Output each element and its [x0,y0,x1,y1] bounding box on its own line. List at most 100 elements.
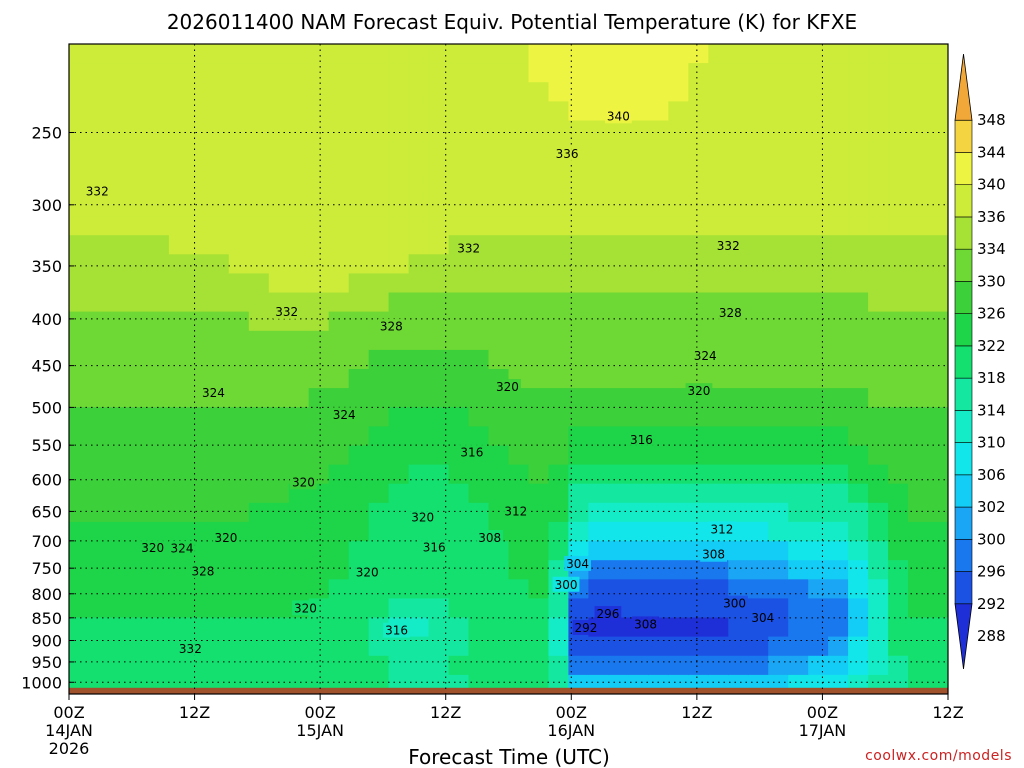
heatmap-cell [748,579,769,599]
heatmap-cell [908,560,929,580]
heatmap-cell [288,560,310,580]
heatmap-cell [69,407,90,427]
heatmap-cell [568,101,589,122]
heatmap-cell [728,120,749,141]
heatmap-cell [89,139,110,160]
heatmap-cell [928,216,948,236]
heatmap-cell [888,44,909,64]
heatmap-cell [708,158,729,179]
heatmap-cell [128,502,150,523]
heatmap-cell [248,502,270,523]
contour-label-bg [691,347,719,363]
heatmap-cell [328,445,350,466]
heatmap-cell [728,349,749,370]
heatmap-cell [688,139,709,160]
heatmap-cell [808,636,829,657]
heatmap-cell [828,617,849,638]
heatmap-cell [548,235,570,255]
heatmap-cell [908,426,929,447]
heatmap-cell [388,177,410,198]
heatmap-cell [488,216,510,236]
heatmap-cell [448,579,470,599]
heatmap-cell [628,388,649,408]
y-tick-label: 650 [31,502,62,521]
heatmap-cell [588,541,609,561]
heatmap-cell [148,579,170,599]
heatmap-cell [588,502,609,523]
heatmap-cell [408,369,430,389]
heatmap-cell [688,235,709,255]
heatmap-cell [408,311,430,332]
heatmap-cell [148,388,170,408]
x-tick-label: 12Z [932,703,963,722]
heatmap-cell [648,82,669,102]
heatmap-cell [128,292,150,313]
heatmap-cell [508,292,530,313]
heatmap-cell [168,483,190,504]
heatmap-cell [288,617,310,638]
heatmap-cell [148,464,170,485]
heatmap-cell [868,369,889,389]
heatmap-cell [208,311,230,332]
heatmap-cell [748,655,769,676]
heatmap-cell [868,579,889,599]
heatmap-cell [488,426,510,447]
heatmap-cell [608,235,629,255]
heatmap-cell [928,177,948,198]
heatmap-cell [468,120,490,141]
heatmap-cell [888,579,909,599]
heatmap-cell [488,101,510,122]
heatmap-cell [89,63,110,83]
heatmap-cell [228,598,250,619]
heatmap-cell [468,617,490,638]
heatmap-cell [768,636,789,657]
heatmap-cell [89,292,110,313]
heatmap-cell [268,63,290,83]
heatmap-cell [508,158,530,179]
heatmap-cell [668,196,689,217]
heatmap-cell [388,139,410,160]
heatmap-cell [288,82,310,102]
heatmap-cell [408,273,430,294]
heatmap-cell [188,158,210,179]
heatmap-cell [328,560,350,580]
heatmap-cell [168,579,190,599]
heatmap-cell [89,101,110,122]
y-tick-label: 250 [31,123,62,142]
x-axis-label: Forecast Time (UTC) [408,745,610,768]
heatmap-cell [308,636,330,657]
heatmap-cell [848,216,869,236]
heatmap-cell [348,598,370,619]
heatmap-cell [448,598,470,619]
heatmap-cell [668,560,689,580]
heatmap-cell [288,521,310,542]
heatmap-cell [188,521,210,542]
heatmap-cell [768,579,789,599]
heatmap-cell [128,235,150,255]
heatmap-cell [388,82,410,102]
heatmap-cell [468,44,490,64]
heatmap-cell [888,407,909,427]
heatmap-cell [588,44,609,64]
heatmap-cell [308,560,330,580]
heatmap-cell [268,426,290,447]
heatmap-cell [368,196,390,217]
heatmap-cell [608,196,629,217]
heatmap-cell [548,273,570,294]
heatmap-cell [748,44,769,64]
heatmap-cell [888,196,909,217]
x-tick-date: 16JAN [547,721,595,740]
heatmap-cell [788,560,809,580]
heatmap-cell [568,407,589,427]
heatmap-cell [268,541,290,561]
heatmap-cell [828,369,849,389]
heatmap-cell [548,598,570,619]
heatmap-cell [288,44,310,64]
heatmap-cell [528,63,550,83]
heatmap-cell [688,158,709,179]
heatmap-cell [848,655,869,676]
heatmap-cell [888,617,909,638]
heatmap-cell [568,158,589,179]
heatmap-cell [448,388,470,408]
heatmap-cell [748,349,769,370]
